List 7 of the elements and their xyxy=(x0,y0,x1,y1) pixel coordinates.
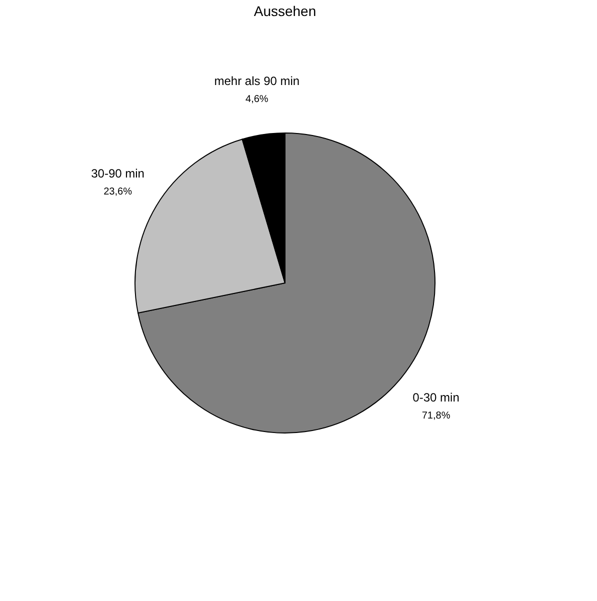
chart-title: Aussehen xyxy=(254,3,316,19)
data-label: 23,6% xyxy=(104,186,132,198)
slice-label: mehr als 90 min xyxy=(214,74,300,88)
data-label: 4,6% xyxy=(246,94,268,106)
slice-label: 30-90 min xyxy=(91,166,144,181)
data-label: 71,8% xyxy=(422,410,450,422)
slice-label: 0-30 min xyxy=(412,390,460,404)
